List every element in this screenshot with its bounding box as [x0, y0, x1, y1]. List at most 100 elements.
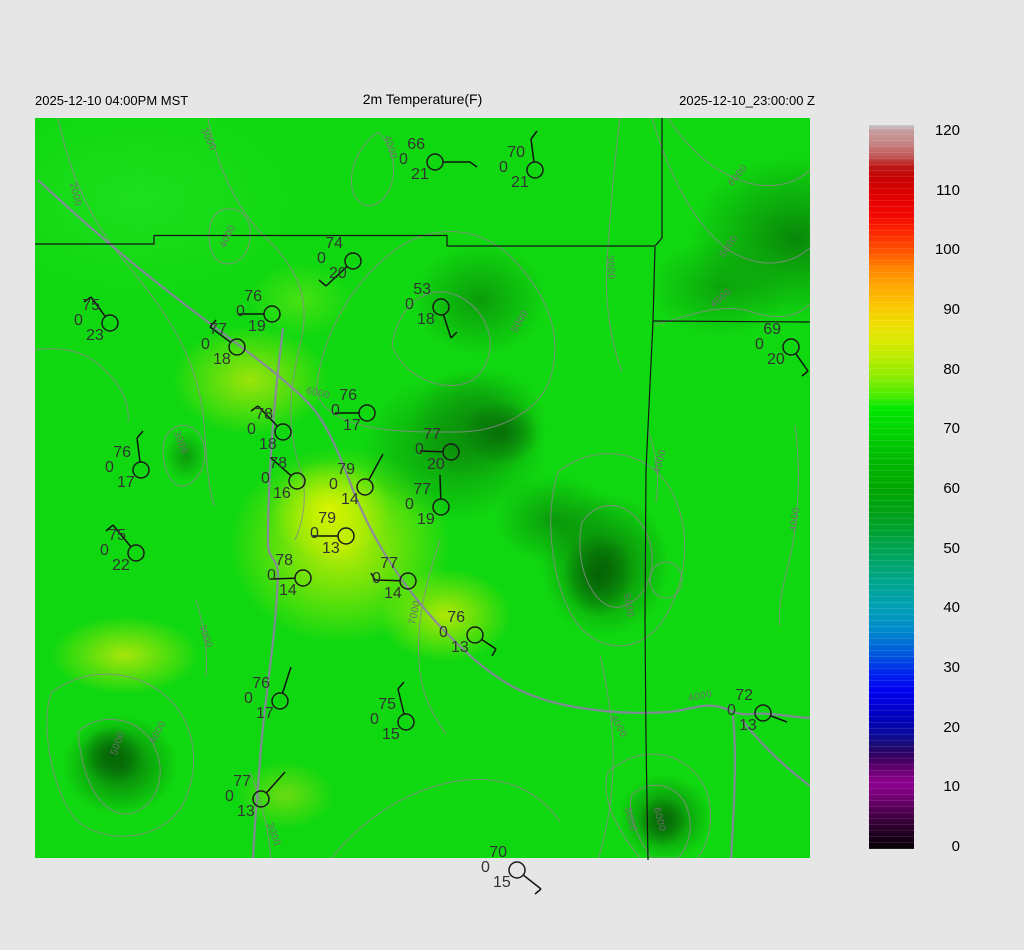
colorbar-tick: 40 [943, 599, 960, 617]
station-dewpoint: 17 [256, 705, 274, 722]
station-dewpoint: 23 [86, 327, 104, 344]
station-dewpoint: 17 [343, 417, 361, 434]
station-aux-value: 0 [439, 624, 448, 641]
station-aux-value: 0 [481, 859, 490, 876]
station-temperature: 77 [413, 481, 431, 498]
station-circle [271, 692, 289, 710]
wind-barb [270, 577, 295, 580]
wind-barb-tick [534, 888, 542, 895]
station-aux-value: 0 [244, 690, 253, 707]
station-dewpoint: 14 [341, 491, 359, 508]
map-canvas [35, 118, 810, 858]
station-circle [127, 544, 145, 562]
station-dewpoint: 13 [451, 639, 469, 656]
station-temperature: 77 [209, 321, 227, 338]
station-dewpoint: 19 [248, 318, 266, 335]
station-circle [397, 713, 415, 731]
station-dewpoint: 13 [739, 717, 757, 734]
wind-barb [209, 326, 231, 343]
station-temperature: 79 [337, 461, 355, 478]
station-circle [228, 338, 246, 356]
station-dewpoint: 13 [322, 540, 340, 557]
wind-barb-tick [450, 331, 458, 339]
wind-barb-tick [491, 648, 497, 657]
station-temperature: 76 [244, 288, 262, 305]
station-circle [782, 338, 800, 356]
station-temperature: 76 [252, 675, 270, 692]
colorbar-tick: 50 [943, 539, 960, 557]
station-dewpoint: 22 [112, 557, 130, 574]
wind-barb [530, 138, 535, 162]
wind-barb [770, 715, 788, 723]
station-aux-value: 0 [236, 303, 245, 320]
station-temperature: 69 [763, 321, 781, 338]
station-aux-value: 0 [105, 459, 114, 476]
wind-barb [397, 688, 405, 714]
colorbar-tick: 90 [943, 301, 960, 318]
station-dewpoint: 18 [213, 351, 231, 368]
colorbar [869, 125, 914, 849]
station-temperature: 70 [489, 844, 507, 861]
station-circle [508, 861, 526, 879]
station-temperature: 75 [108, 527, 126, 544]
station-aux-value: 0 [261, 470, 270, 487]
wind-barb-tick [469, 161, 478, 168]
station-temperature: 72 [735, 687, 753, 704]
wind-barb [523, 874, 542, 890]
wind-barb [419, 450, 443, 453]
station-aux-value: 0 [755, 336, 764, 353]
station-circle [337, 527, 355, 545]
station-temperature: 75 [82, 297, 100, 314]
station-aux-value: 0 [329, 476, 338, 493]
station-circle [399, 572, 417, 590]
station-dewpoint: 18 [259, 436, 277, 453]
station-circle [344, 252, 362, 270]
timestamp-utc: 2025-12-10_23:00:00 Z [679, 93, 815, 108]
colorbar-tick: 110 [936, 181, 960, 199]
station-aux-value: 0 [405, 496, 414, 513]
wind-barb [136, 437, 141, 462]
station-aux-value: 0 [100, 542, 109, 559]
station-aux-value: 0 [247, 421, 256, 438]
station-temperature: 78 [275, 552, 293, 569]
station-dewpoint: 20 [427, 456, 445, 473]
wind-barb [257, 405, 278, 427]
station-circle [754, 704, 772, 722]
wind-barb-tick [397, 681, 405, 690]
station-dewpoint: 18 [417, 311, 435, 328]
wind-barb-tick [318, 279, 327, 287]
wind-barb [325, 266, 348, 287]
station-dewpoint: 16 [273, 485, 291, 502]
station-aux-value: 0 [267, 567, 276, 584]
station-circle [432, 498, 450, 516]
station-circle [466, 626, 484, 644]
colorbar-tick: 80 [943, 360, 960, 378]
wind-barb [90, 296, 106, 317]
station-aux-value: 0 [201, 336, 210, 353]
station-dewpoint: 13 [237, 803, 255, 820]
station-aux-value: 0 [372, 570, 381, 587]
station-circle [426, 153, 444, 171]
wind-barb [266, 771, 286, 794]
contour-elevation-label: 3000 [603, 254, 617, 281]
page-title: 2m Temperature(F) [362, 91, 483, 107]
wind-barb-tick [250, 405, 259, 412]
station-dewpoint: 21 [411, 166, 429, 183]
colorbar-tick: 60 [943, 480, 960, 497]
station-aux-value: 0 [225, 788, 234, 805]
station-dewpoint: 20 [329, 265, 347, 282]
station-temperature: 77 [233, 773, 251, 790]
station-temperature: 75 [378, 696, 396, 713]
wind-barb-tick [105, 524, 114, 532]
station-dewpoint: 14 [384, 585, 402, 602]
colorbar-tick: 0 [951, 838, 960, 855]
wind-barb-tick [530, 130, 538, 140]
station-temperature: 78 [255, 406, 273, 423]
station-circle [252, 790, 270, 808]
colorbar-tick: 70 [943, 420, 960, 438]
wind-barb [442, 314, 452, 339]
station-circle [101, 314, 119, 332]
station-circle [132, 461, 150, 479]
station-circle [274, 423, 292, 441]
